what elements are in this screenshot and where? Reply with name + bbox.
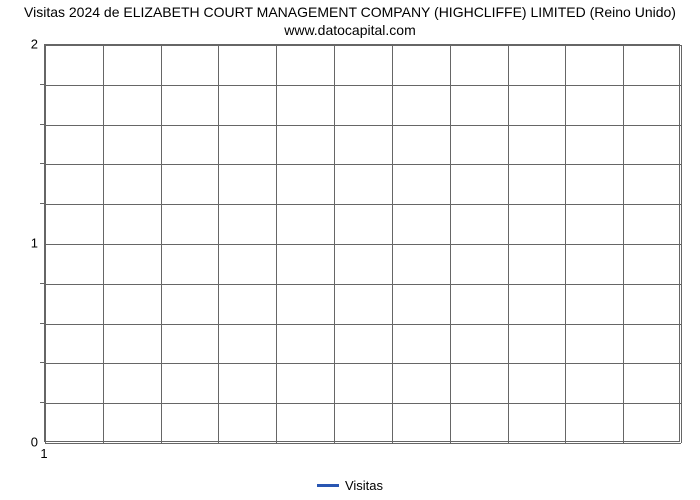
y-minor-tick-mark bbox=[40, 283, 44, 284]
y-minor-tick-mark bbox=[40, 362, 44, 363]
legend: Visitas bbox=[0, 478, 700, 493]
legend-swatch bbox=[317, 484, 339, 487]
y-minor-tick-mark bbox=[40, 323, 44, 324]
y-minor-tick-mark bbox=[40, 203, 44, 204]
y-minor-tick-mark bbox=[40, 163, 44, 164]
gridline-horizontal-minor bbox=[45, 204, 681, 205]
chart-container: Visitas 2024 de ELIZABETH COURT MANAGEME… bbox=[0, 0, 700, 500]
gridline-vertical bbox=[681, 45, 682, 443]
gridline-horizontal-minor bbox=[45, 164, 681, 165]
y-minor-tick-mark bbox=[40, 124, 44, 125]
y-minor-tick-mark bbox=[40, 402, 44, 403]
gridline-horizontal-minor bbox=[45, 284, 681, 285]
plot-area bbox=[44, 44, 680, 442]
gridline-horizontal bbox=[45, 45, 681, 46]
y-tick-label: 2 bbox=[20, 37, 38, 52]
gridline-horizontal-minor bbox=[45, 324, 681, 325]
chart-title: Visitas 2024 de ELIZABETH COURT MANAGEME… bbox=[0, 4, 700, 39]
gridline-horizontal-minor bbox=[45, 125, 681, 126]
y-tick-label: 0 bbox=[20, 435, 38, 450]
gridline-horizontal-minor bbox=[45, 403, 681, 404]
chart-title-line2: www.datocapital.com bbox=[0, 22, 700, 40]
gridline-horizontal bbox=[45, 244, 681, 245]
y-tick-label: 1 bbox=[20, 236, 38, 251]
legend-label: Visitas bbox=[345, 478, 383, 493]
y-minor-tick-mark bbox=[40, 84, 44, 85]
x-tick-label: 1 bbox=[40, 446, 47, 461]
gridline-horizontal-minor bbox=[45, 85, 681, 86]
chart-title-line1: Visitas 2024 de ELIZABETH COURT MANAGEME… bbox=[0, 4, 700, 22]
gridline-horizontal bbox=[45, 443, 681, 444]
gridline-horizontal-minor bbox=[45, 363, 681, 364]
